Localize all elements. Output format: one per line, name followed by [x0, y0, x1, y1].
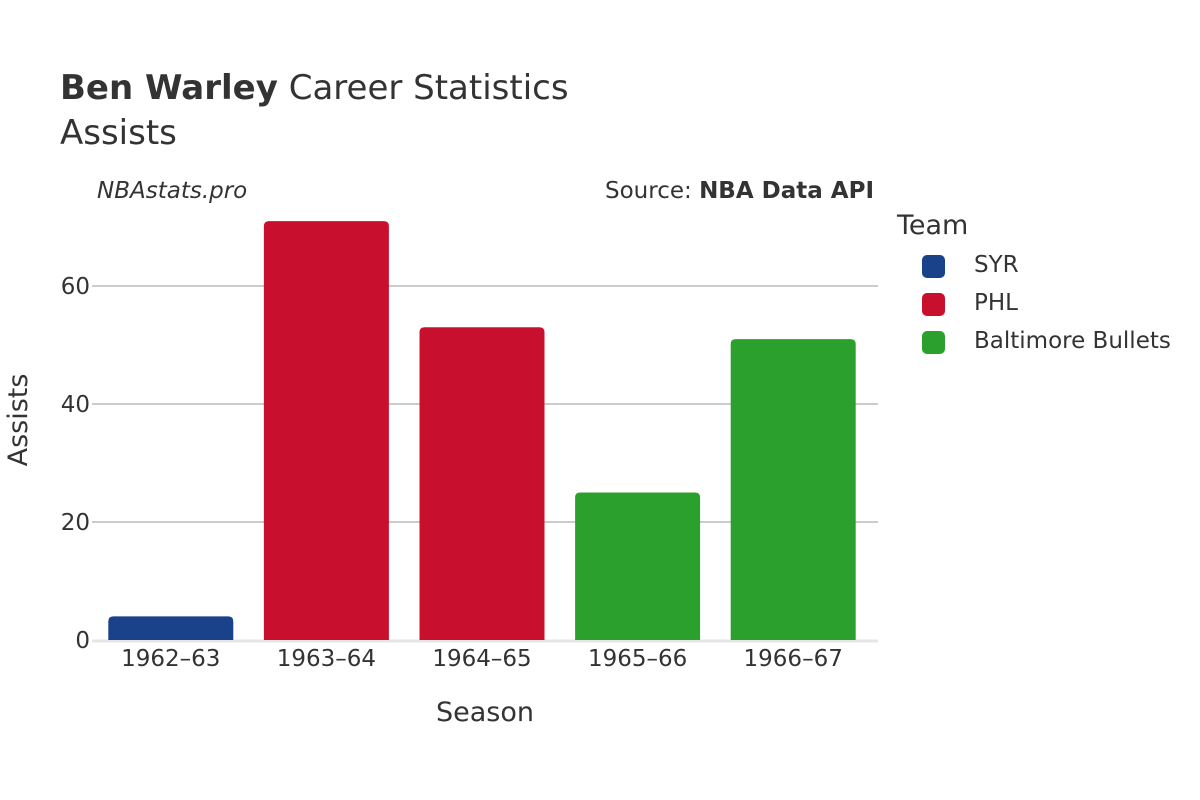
- player-name: Ben Warley: [60, 68, 278, 108]
- bar-1963–64[interactable]: [263, 221, 389, 640]
- legend-swatch-baltimore-bullets: [922, 330, 945, 354]
- bar-1962–63[interactable]: [108, 616, 234, 640]
- bar-1966–67[interactable]: [730, 339, 856, 640]
- site-watermark: NBAstats.pro: [97, 178, 248, 204]
- legend-item-baltimore-bullets[interactable]: Baltimore Bullets: [922, 328, 1171, 354]
- y-axis-label: Assists: [3, 374, 34, 467]
- legend-swatch-syr: [922, 254, 945, 278]
- source-prefix: Source:: [605, 178, 700, 204]
- y-tick-labels: 0 20 40 60: [61, 274, 90, 654]
- legend-label-phl: PHL: [974, 290, 1018, 316]
- x-axis-label: Season: [436, 697, 534, 728]
- source-name: NBA Data API: [699, 178, 874, 204]
- chart-title: Ben Warley Career Statistics: [60, 68, 569, 108]
- source-credit: Source: NBA Data API: [605, 178, 874, 204]
- x-tick-label: 1966–67: [744, 646, 843, 672]
- legend-title: Team: [897, 210, 969, 241]
- x-tick-label: 1964–65: [432, 646, 531, 672]
- bar-1964–65[interactable]: [419, 327, 545, 640]
- title-suffix: Career Statistics: [277, 68, 569, 108]
- y-tick-label: 60: [61, 274, 90, 300]
- legend-swatch-phl: [922, 292, 945, 316]
- x-tick-labels: 1962–63 1963–64 1964–65 1965–66 1966–67: [121, 646, 843, 672]
- bars: [108, 221, 856, 641]
- x-tick-label: 1962–63: [121, 646, 220, 672]
- legend-item-syr[interactable]: SYR: [922, 252, 1019, 278]
- y-tick-label: 20: [61, 510, 90, 536]
- bar-1965–66[interactable]: [575, 492, 701, 641]
- legend-item-phl[interactable]: PHL: [922, 290, 1018, 316]
- chart-subtitle: Assists: [60, 113, 177, 153]
- y-tick-label: 40: [61, 392, 90, 418]
- legend-label-syr: SYR: [974, 252, 1019, 278]
- legend-label-baltimore-bullets: Baltimore Bullets: [974, 328, 1171, 354]
- y-tick-label: 0: [75, 628, 90, 654]
- x-tick-label: 1963–64: [277, 646, 376, 672]
- x-tick-label: 1965–66: [588, 646, 687, 672]
